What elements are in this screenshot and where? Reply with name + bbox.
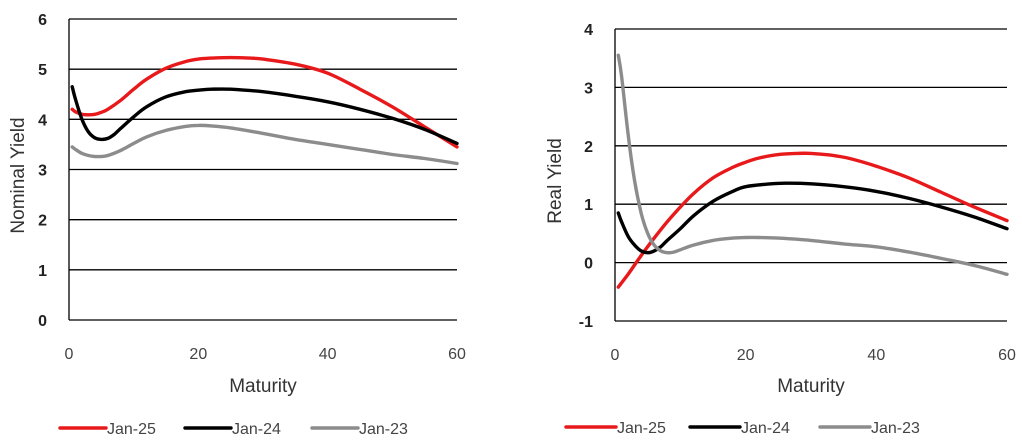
y-tick-label: 1	[584, 197, 593, 214]
legend-entry: Jan-23	[359, 421, 408, 438]
y-tick-label: 5	[38, 62, 47, 79]
x-tick-label: 40	[319, 346, 337, 363]
y-axis-label: Real Yield	[545, 138, 566, 224]
y-axis-label: Nominal Yield	[8, 117, 29, 233]
y-tick-label: 3	[584, 80, 593, 97]
x-axis-label: Maturity	[777, 376, 845, 397]
y-tick-label: -1	[579, 314, 593, 331]
x-tick-label: 0	[611, 347, 620, 364]
y-tick-label: 4	[584, 22, 593, 39]
y-tick-label: 4	[38, 112, 47, 129]
x-tick-label: 20	[737, 347, 755, 364]
series-line-jan-24	[70, 85, 459, 146]
series-line-jan-25	[70, 55, 459, 149]
x-tick-label: 60	[998, 347, 1016, 364]
x-tick-label: 0	[65, 346, 74, 363]
y-tick-label: 1	[38, 263, 47, 280]
y-tick-label: 2	[584, 139, 593, 156]
series-line-jan-23	[70, 123, 459, 166]
legend-entry: Jan-23	[871, 420, 920, 437]
y-tick-label: 6	[38, 12, 47, 29]
legend-entry: Jan-25	[107, 421, 156, 438]
series-line-jan-25	[616, 151, 1009, 289]
x-tick-label: 40	[867, 347, 885, 364]
x-tick-label: 60	[448, 346, 466, 363]
legend-entry: Jan-24	[232, 421, 281, 438]
series-line-jan-24	[616, 181, 1009, 255]
y-tick-label: 2	[38, 213, 47, 230]
y-tick-label: 3	[38, 163, 47, 180]
legend-entry: Jan-25	[617, 420, 666, 437]
y-tick-label: 0	[38, 313, 47, 330]
legend-entry: Jan-24	[741, 420, 790, 437]
y-tick-label: 0	[584, 256, 593, 273]
series-line-jan-23	[616, 53, 1009, 276]
x-tick-label: 20	[189, 346, 207, 363]
x-axis-label: Maturity	[229, 376, 297, 397]
